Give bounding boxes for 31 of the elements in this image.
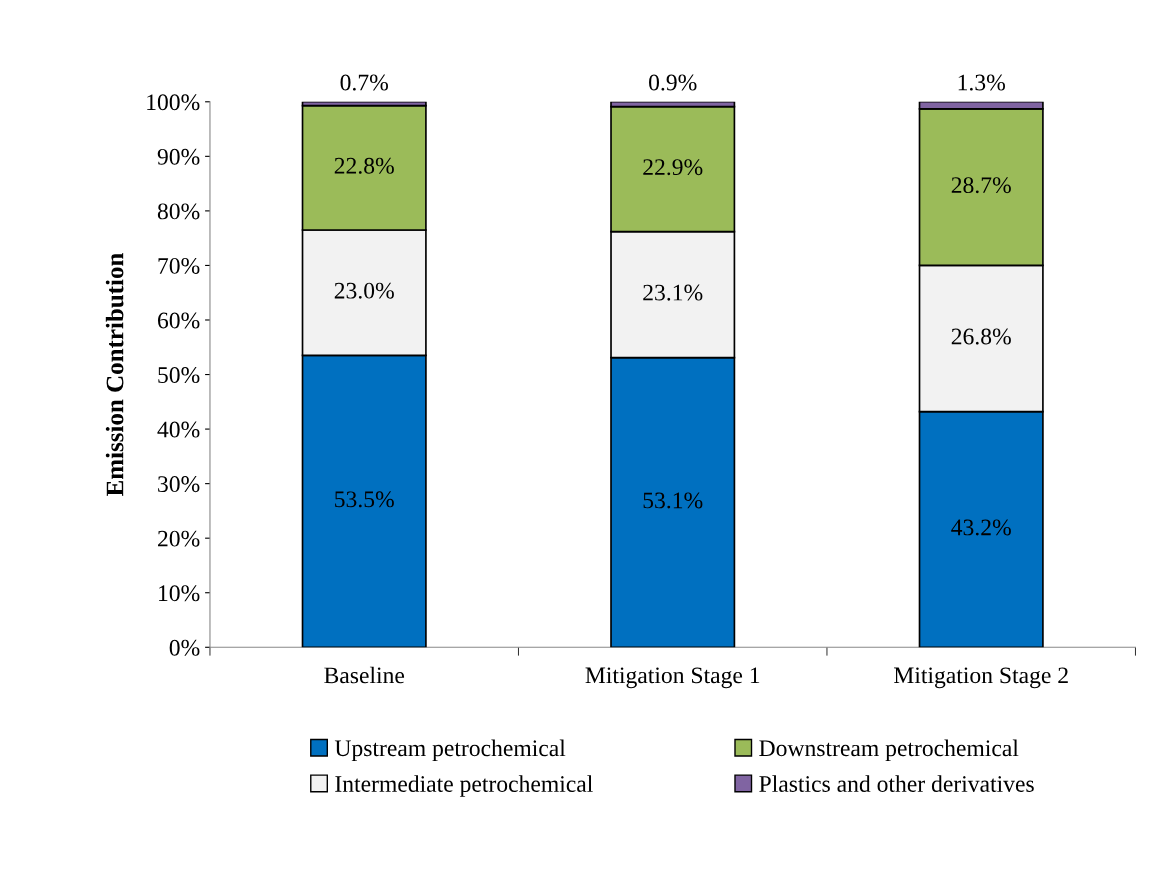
y-tick-label: 90% xyxy=(157,148,200,165)
x-tick-label: Mitigation Stage 2 xyxy=(894,667,1068,689)
data-label: 22.9% xyxy=(643,159,703,176)
y-tick-label: 100% xyxy=(147,94,200,111)
x-tick-label: Baseline xyxy=(324,666,405,684)
y-tick-label: 20% xyxy=(158,530,200,547)
data-label: 53.1% xyxy=(643,492,703,509)
y-tick-label: 10% xyxy=(159,585,200,602)
y-tick-label: 50% xyxy=(158,367,200,384)
y-tick-label: 30% xyxy=(158,476,200,493)
data-label: 23.1% xyxy=(643,284,703,301)
data-label: 43.2% xyxy=(951,519,1011,536)
data-label: 26.8% xyxy=(951,328,1011,345)
legend-label: Downstream petrochemical xyxy=(759,739,1019,761)
y-tick-label: 40% xyxy=(157,421,200,438)
data-label: 28.7% xyxy=(951,177,1011,194)
data-label: 1.3% xyxy=(958,74,1005,91)
y-tick-label: 60% xyxy=(157,312,200,329)
data-label: 53.5% xyxy=(335,491,394,508)
data-label: 23.0% xyxy=(334,282,394,299)
data-label: 22.8% xyxy=(334,157,394,174)
data-label: 0.7% xyxy=(340,74,388,91)
y-tick-label: 70% xyxy=(158,257,200,274)
legend-label: Upstream petrochemical xyxy=(334,739,566,761)
y-tick-label: 80% xyxy=(157,203,200,220)
legend-label: Plastics and other derivatives xyxy=(759,775,1034,792)
data-label: 0.9% xyxy=(649,74,697,91)
x-tick-label: Mitigation Stage 1 xyxy=(585,667,760,689)
legend-label: Intermediate petrochemical xyxy=(335,775,593,797)
y-axis-title: Emission Contribution xyxy=(105,253,124,497)
y-tick-label: 0% xyxy=(169,639,200,656)
